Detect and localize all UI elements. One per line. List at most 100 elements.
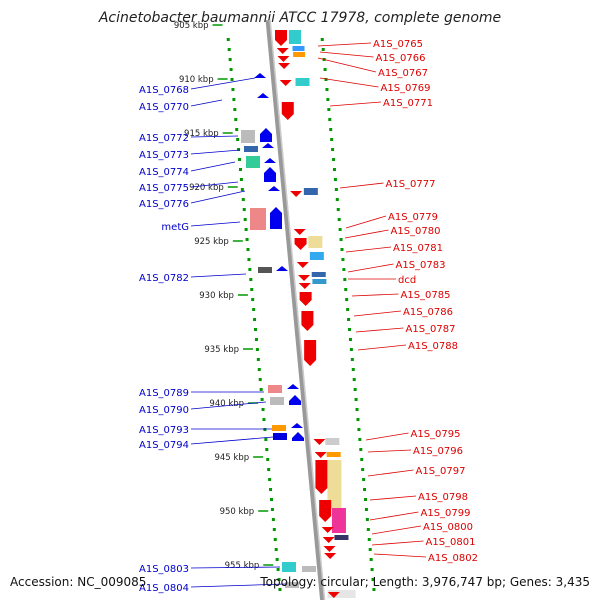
right-track-dot (347, 318, 351, 321)
right-gene-label: A1S_0797 (416, 466, 466, 477)
figure-title: Acinetobacter baumannii ATCC 17978, comp… (98, 10, 502, 26)
left-track-dot (238, 168, 242, 171)
feature-box (272, 425, 286, 431)
left-label-leader (190, 566, 281, 569)
right-track-dot (359, 448, 363, 451)
right-track-dot (367, 538, 371, 541)
left-label-leader (190, 221, 241, 227)
left-track-dot (240, 188, 244, 191)
scale-label: 930 kbp (199, 291, 234, 301)
right-gene-label: A1S_0785 (401, 290, 451, 301)
right-gene-label: A1S_0788 (408, 341, 458, 352)
right-track-dot (332, 168, 336, 171)
right-track-dot (369, 558, 373, 561)
right-label-leader (329, 101, 382, 107)
left-track-dot (276, 568, 280, 571)
right-gene-label: A1S_0795 (411, 429, 461, 440)
right-track-dot (364, 508, 368, 511)
right-gene-label: A1S_0802 (428, 553, 478, 564)
left-track-dot (277, 578, 281, 581)
right-label-leader (369, 495, 417, 501)
right-track-dot (363, 488, 367, 491)
feature-box (331, 508, 346, 533)
right-track-dot (332, 158, 336, 161)
left-track-dot (242, 208, 246, 211)
left-track-dot (251, 298, 255, 301)
feature-box (258, 267, 272, 273)
left-track-dot (239, 178, 243, 181)
feature-box (326, 452, 341, 457)
left-track-dot (229, 68, 233, 71)
right-track-dot (333, 178, 337, 181)
right-gene-label: A1S_0781 (393, 243, 443, 254)
forward-gene-glyph (264, 167, 276, 182)
feature-box (303, 188, 318, 195)
left-track-dot (275, 558, 279, 561)
left-track-dot (238, 158, 242, 161)
feature-box (327, 590, 356, 598)
accession-label: Accession: NC_009085 (10, 575, 147, 589)
right-track-dot (342, 268, 346, 271)
feature-box (311, 272, 326, 277)
right-gene-label: A1S_0765 (373, 39, 423, 50)
left-gene-label: A1S_0789 (139, 388, 189, 399)
genome-backbone-highlight (269, 19, 326, 600)
right-track-dot (340, 248, 344, 251)
feature-box (246, 156, 260, 168)
right-label-leader (317, 42, 372, 47)
left-track-dot (231, 88, 235, 91)
right-track-dot (348, 338, 352, 341)
right-track-dot (351, 368, 355, 371)
left-track-dot (228, 58, 232, 61)
feature-box (327, 460, 342, 508)
reverse-gene-glyph (327, 592, 340, 598)
right-gene-label: A1S_0767 (378, 68, 428, 79)
left-track-dot (236, 138, 240, 141)
forward-gene-glyph (254, 73, 266, 78)
reverse-gene-glyph (293, 229, 306, 235)
right-track-dot (328, 118, 332, 121)
right-track-dot (360, 458, 364, 461)
left-gene-label: A1S_0776 (139, 199, 189, 210)
left-track-dot (266, 458, 270, 461)
right-label-leader (345, 215, 387, 229)
right-label-leader (319, 51, 374, 58)
right-track-dot (329, 128, 333, 131)
reverse-gene-glyph (275, 30, 287, 46)
left-label-leader (190, 401, 267, 410)
right-track-dot (363, 498, 367, 501)
feature-box (244, 146, 258, 152)
reverse-gene-glyph (299, 292, 312, 306)
left-gene-label: A1S_0772 (139, 133, 189, 144)
left-track-dot (230, 78, 234, 81)
left-track-dot (265, 448, 269, 451)
right-label-leader (339, 182, 384, 189)
reverse-gene-glyph (324, 553, 337, 559)
feature-box (325, 438, 340, 445)
right-label-leader (357, 344, 407, 351)
reverse-gene-glyph (279, 80, 292, 86)
reverse-gene-glyph (322, 537, 335, 543)
right-track-dot (326, 98, 330, 101)
right-gene-label: A1S_0799 (421, 508, 471, 519)
left-label-leader (190, 135, 239, 138)
right-track-dot (350, 358, 354, 361)
feature-box (312, 279, 327, 284)
forward-gene-glyph (276, 266, 288, 271)
left-label-leader (190, 583, 287, 588)
reverse-gene-glyph (301, 311, 314, 331)
left-track-dot (255, 348, 259, 351)
right-gene-label: A1S_0796 (413, 446, 463, 457)
left-label-leader (190, 181, 239, 188)
feature-box (241, 130, 255, 143)
reverse-gene-glyph (281, 102, 294, 120)
right-track-dot (358, 438, 362, 441)
forward-gene-glyph (257, 93, 269, 98)
scale-label: 935 kbp (204, 345, 239, 355)
forward-gene-glyph (260, 128, 272, 142)
feature-box (295, 78, 310, 86)
right-gene-label: A1S_0783 (396, 260, 446, 271)
left-label-leader (190, 99, 223, 107)
right-track-dot (327, 108, 331, 111)
